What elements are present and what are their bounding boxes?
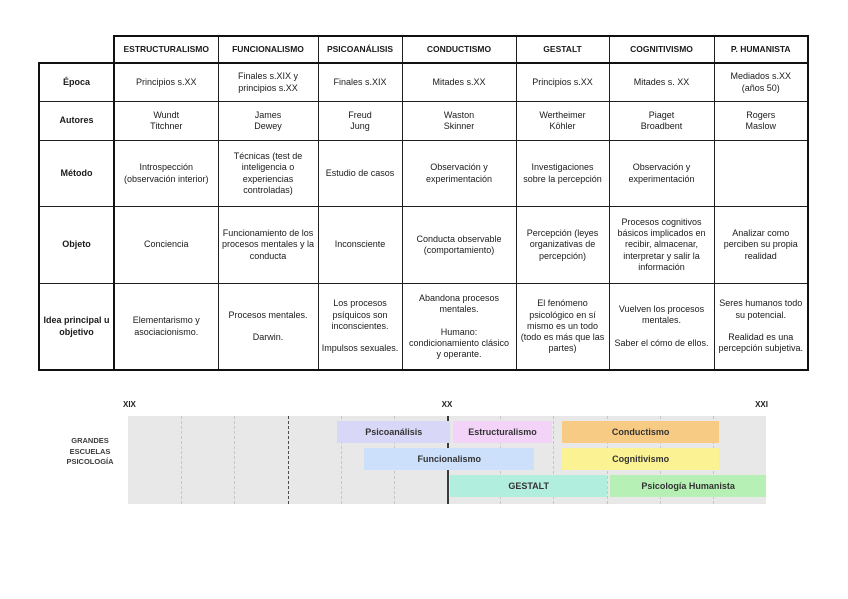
table-cell: El fenómeno psicológico en sí mismo es u… — [515, 283, 610, 371]
table-cell: Técnicas (test de inteligencia o experie… — [217, 140, 319, 207]
table-cell: Mitades s. XX — [608, 62, 715, 102]
row-header-autores: Autores — [38, 101, 115, 141]
table-cell: Piaget Broadbent — [608, 101, 715, 141]
table-cell: Procesos cognitivos básicos implicados e… — [608, 206, 715, 284]
table-row-autores: Autores Wundt Titchner James Dewey Freud… — [38, 101, 809, 141]
table-cell: Percepción (leyes organizativas de perce… — [515, 206, 610, 284]
gridline-dashed — [553, 416, 555, 504]
gridline-dashed — [287, 416, 289, 504]
table-cell: Freud Jung — [317, 101, 403, 141]
table-cell: Introspección (observación interior) — [113, 140, 219, 207]
table-cell: Seres humanos todo su potencial. Realida… — [713, 283, 809, 371]
table-cell: Los procesos psíquicos son inconscientes… — [317, 283, 403, 371]
table-cell: Waston Skinner — [401, 101, 517, 141]
timeline-bar-psicoanalisis: Psicoanálisis — [337, 421, 451, 443]
table-cell: Mediados s.XX (años 50) — [713, 62, 809, 102]
axis-tick-xix: XIX — [123, 400, 136, 409]
table-cell: Elementarismo y asociacionismo. — [113, 283, 219, 371]
table-cell: Investigaciones sobre la percepción — [515, 140, 610, 207]
row-header-idea-principal: Idea principal u objetivo — [38, 283, 115, 371]
table-row-objeto: Objeto Conciencia Funcionamiento de los … — [38, 206, 809, 284]
table-cell: Finales s.XIX y principios s.XX — [217, 62, 319, 102]
column-header-conductismo: CONDUCTISMO — [401, 35, 517, 64]
timeline-bar-cognitivismo: Cognitivismo — [561, 448, 720, 470]
corner-cell — [39, 36, 114, 63]
table-cell: Funcionamiento de los procesos mentales … — [217, 206, 319, 284]
table-cell: Abandona procesos mentales. Humano: cond… — [401, 283, 517, 371]
table-cell: Principios s.XX — [113, 62, 219, 102]
column-header-psicoanalisis: PSICOANÁLISIS — [317, 35, 403, 64]
table-cell: Wundt Titchner — [113, 101, 219, 141]
axis-tick-xx: XX — [441, 400, 453, 409]
table-cell: Observación y experimentación — [608, 140, 715, 207]
table-cell: Procesos mentales. Darwin. — [217, 283, 319, 371]
row-header-metodo: Método — [38, 140, 115, 207]
column-header-p-humanista: P. HUMANISTA — [713, 35, 809, 64]
psychology-schools-table: ESTRUCTURALISMO FUNCIONALISMO PSICOANÁLI… — [38, 35, 809, 371]
table-cell-empty — [713, 140, 809, 207]
table-cell: Conducta observable (comportamiento) — [401, 206, 517, 284]
column-header-cognitivismo: COGNITIVISMO — [608, 35, 715, 64]
timeline-bar-estructuralismo: Estructuralismo — [452, 421, 553, 443]
timeline-bar-psicologia-humanista: Psicología Humanista — [610, 475, 766, 497]
table-cell: Mitades s.XX — [401, 62, 517, 102]
column-header-funcionalismo: FUNCIONALISMO — [217, 35, 319, 64]
table-cell: Finales s.XIX — [317, 62, 403, 102]
table-cell: Wertheimer Köhler — [515, 101, 610, 141]
table-cell: Observación y experimentación — [401, 140, 517, 207]
row-header-objeto: Objeto — [38, 206, 115, 284]
row-header-epoca: Época — [38, 62, 115, 102]
table-row-epoca: Época Principios s.XX Finales s.XIX y pr… — [38, 62, 809, 102]
column-header-gestalt: GESTALT — [515, 35, 610, 64]
table-cell: Inconsciente — [317, 206, 403, 284]
column-header-estructuralismo: ESTRUCTURALISMO — [113, 35, 219, 64]
timeline-bar-gestalt: GESTALT — [450, 475, 608, 497]
gridline-dashed — [234, 416, 236, 504]
table-cell: Principios s.XX — [515, 62, 610, 102]
table-row-metodo: Método Introspección (observación interi… — [38, 140, 809, 207]
timeline-bar-funcionalismo: Funcionalismo — [364, 448, 535, 470]
table-cell: Estudio de casos — [317, 140, 403, 207]
gridline-dashed — [181, 416, 183, 504]
table-cell: Analizar como perciben su propia realida… — [713, 206, 809, 284]
timeline-plot: Psicoanálisis Estructuralismo Conductismo F… — [128, 416, 766, 504]
table-row-idea-principal: Idea principal u objetivo Elementarismo … — [38, 283, 809, 371]
gridline-dashed — [340, 416, 342, 504]
table-cell: Vuelven los procesos mentales. Saber el … — [608, 283, 715, 371]
timeline-chart: XIX XX XXI GRANDES ESCUELAS PSICOLOGÍA P… — [0, 396, 848, 526]
timeline-bar-conductismo: Conductismo — [561, 421, 720, 443]
timeline-title: GRANDES ESCUELAS PSICOLOGÍA — [66, 436, 114, 466]
axis-tick-xxi: XXI — [755, 400, 768, 409]
table-header-row: ESTRUCTURALISMO FUNCIONALISMO PSICOANÁLI… — [39, 35, 809, 64]
table-cell: Rogers Maslow — [713, 101, 809, 141]
table-cell: Conciencia — [113, 206, 219, 284]
table-cell: James Dewey — [217, 101, 319, 141]
